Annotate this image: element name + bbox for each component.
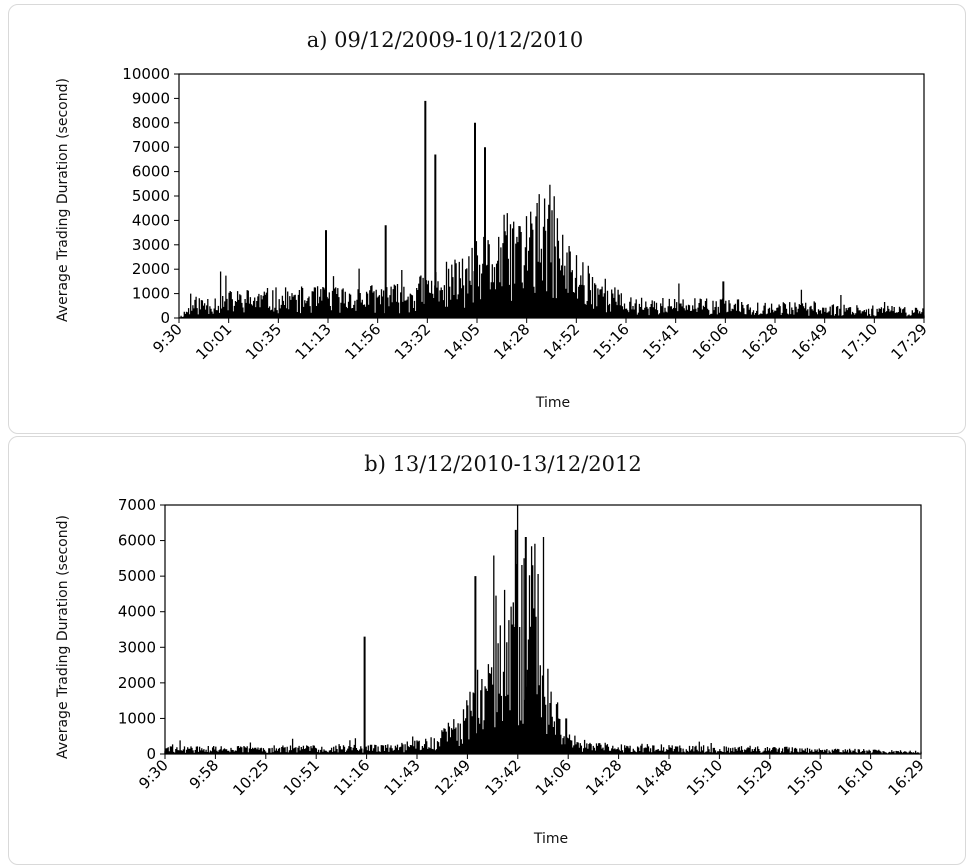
y-tick-label: 9000 <box>132 89 170 107</box>
x-tick-label: 15:16 <box>590 320 633 363</box>
x-tick-label: 17:29 <box>888 320 931 363</box>
x-tick-label: 14:28 <box>490 320 533 363</box>
y-tick-label: 5000 <box>132 187 170 205</box>
x-tick-label: 10:51 <box>280 756 323 799</box>
x-tick-label: 16:29 <box>885 756 928 799</box>
chart-b-ylabel: Average Trading Duration (second) <box>55 515 71 759</box>
y-tick-label: 3000 <box>118 638 156 656</box>
y-tick-label: 2000 <box>118 674 156 692</box>
x-tick-label: 14:52 <box>540 320 583 363</box>
x-tick-label: 11:16 <box>330 756 373 799</box>
x-tick-label: 9:58 <box>186 756 223 793</box>
chart-a-ylabel: Average Trading Duration (second) <box>55 78 71 322</box>
x-tick-label: 15:10 <box>683 756 726 799</box>
x-tick-label: 10:25 <box>229 756 272 799</box>
y-tick-label: 0 <box>160 309 170 327</box>
chart-a-title: a) 09/12/2009-10/12/2010 <box>307 28 584 52</box>
y-tick-label: 4000 <box>118 603 156 621</box>
x-tick-label: 10:01 <box>192 320 235 363</box>
x-tick-label: 15:50 <box>784 756 827 799</box>
x-tick-label: 13:42 <box>481 756 524 799</box>
x-tick-label: 9:30 <box>149 320 186 357</box>
y-tick-label: 7000 <box>118 496 156 514</box>
y-tick-label: 1000 <box>132 285 170 303</box>
y-tick-label: 8000 <box>132 114 170 132</box>
series-line <box>179 184 925 318</box>
x-tick-label: 14:28 <box>582 756 625 799</box>
y-tick-label: 0 <box>146 745 156 763</box>
y-tick-label: 2000 <box>132 260 170 278</box>
y-tick-label: 5000 <box>118 567 156 585</box>
x-tick-label: 9:30 <box>135 756 172 793</box>
chart-b-xlabel: Time <box>533 831 568 847</box>
x-tick-label: 14:48 <box>633 756 676 799</box>
x-tick-label: 17:10 <box>838 320 881 363</box>
x-tick-label: 14:06 <box>532 756 575 799</box>
y-tick-label: 4000 <box>132 211 170 229</box>
chart-a: a) 09/12/2009-10/12/2010 0 1000 2000 3000 40… <box>55 28 931 411</box>
x-tick-label: 11:56 <box>341 320 384 363</box>
x-tick-label: 13:32 <box>391 320 434 363</box>
chart-panel-a: a) 09/12/2009-10/12/2010 0 1000 2000 3000 40… <box>8 4 966 434</box>
chart-a-xlabel: Time <box>535 395 570 411</box>
x-tick-label: 15:41 <box>639 320 682 363</box>
chart-panel-b: b) 13/12/2010-13/12/2012 0 1000 2000 3000 40… <box>8 436 966 865</box>
x-tick-label: 16:06 <box>689 320 732 363</box>
x-tick-label: 16:49 <box>788 320 831 363</box>
x-tick-label: 11:13 <box>292 320 335 363</box>
x-tick-label: 12:49 <box>431 756 474 799</box>
chart-b: b) 13/12/2010-13/12/2012 0 1000 2000 3000 40… <box>55 452 928 847</box>
y-tick-label: 6000 <box>118 532 156 550</box>
y-tick-label: 10000 <box>122 65 170 83</box>
x-tick-label: 16:28 <box>739 320 782 363</box>
x-tick-label: 15:29 <box>733 756 776 799</box>
y-tick-label: 7000 <box>132 138 170 156</box>
x-tick-label: 16:10 <box>834 756 877 799</box>
x-tick-label: 14:05 <box>441 320 484 363</box>
chart-b-title: b) 13/12/2010-13/12/2012 <box>364 452 641 476</box>
x-tick-label: 10:35 <box>242 320 285 363</box>
x-tick-label: 11:43 <box>381 756 424 799</box>
chart-a-plot-area: 0 1000 2000 3000 4000 5000 6000 7000 8000 9000 100… <box>122 65 931 363</box>
y-tick-label: 3000 <box>132 236 170 254</box>
y-tick-label: 1000 <box>118 709 156 727</box>
series-line <box>164 505 922 754</box>
y-tick-label: 6000 <box>132 163 170 181</box>
